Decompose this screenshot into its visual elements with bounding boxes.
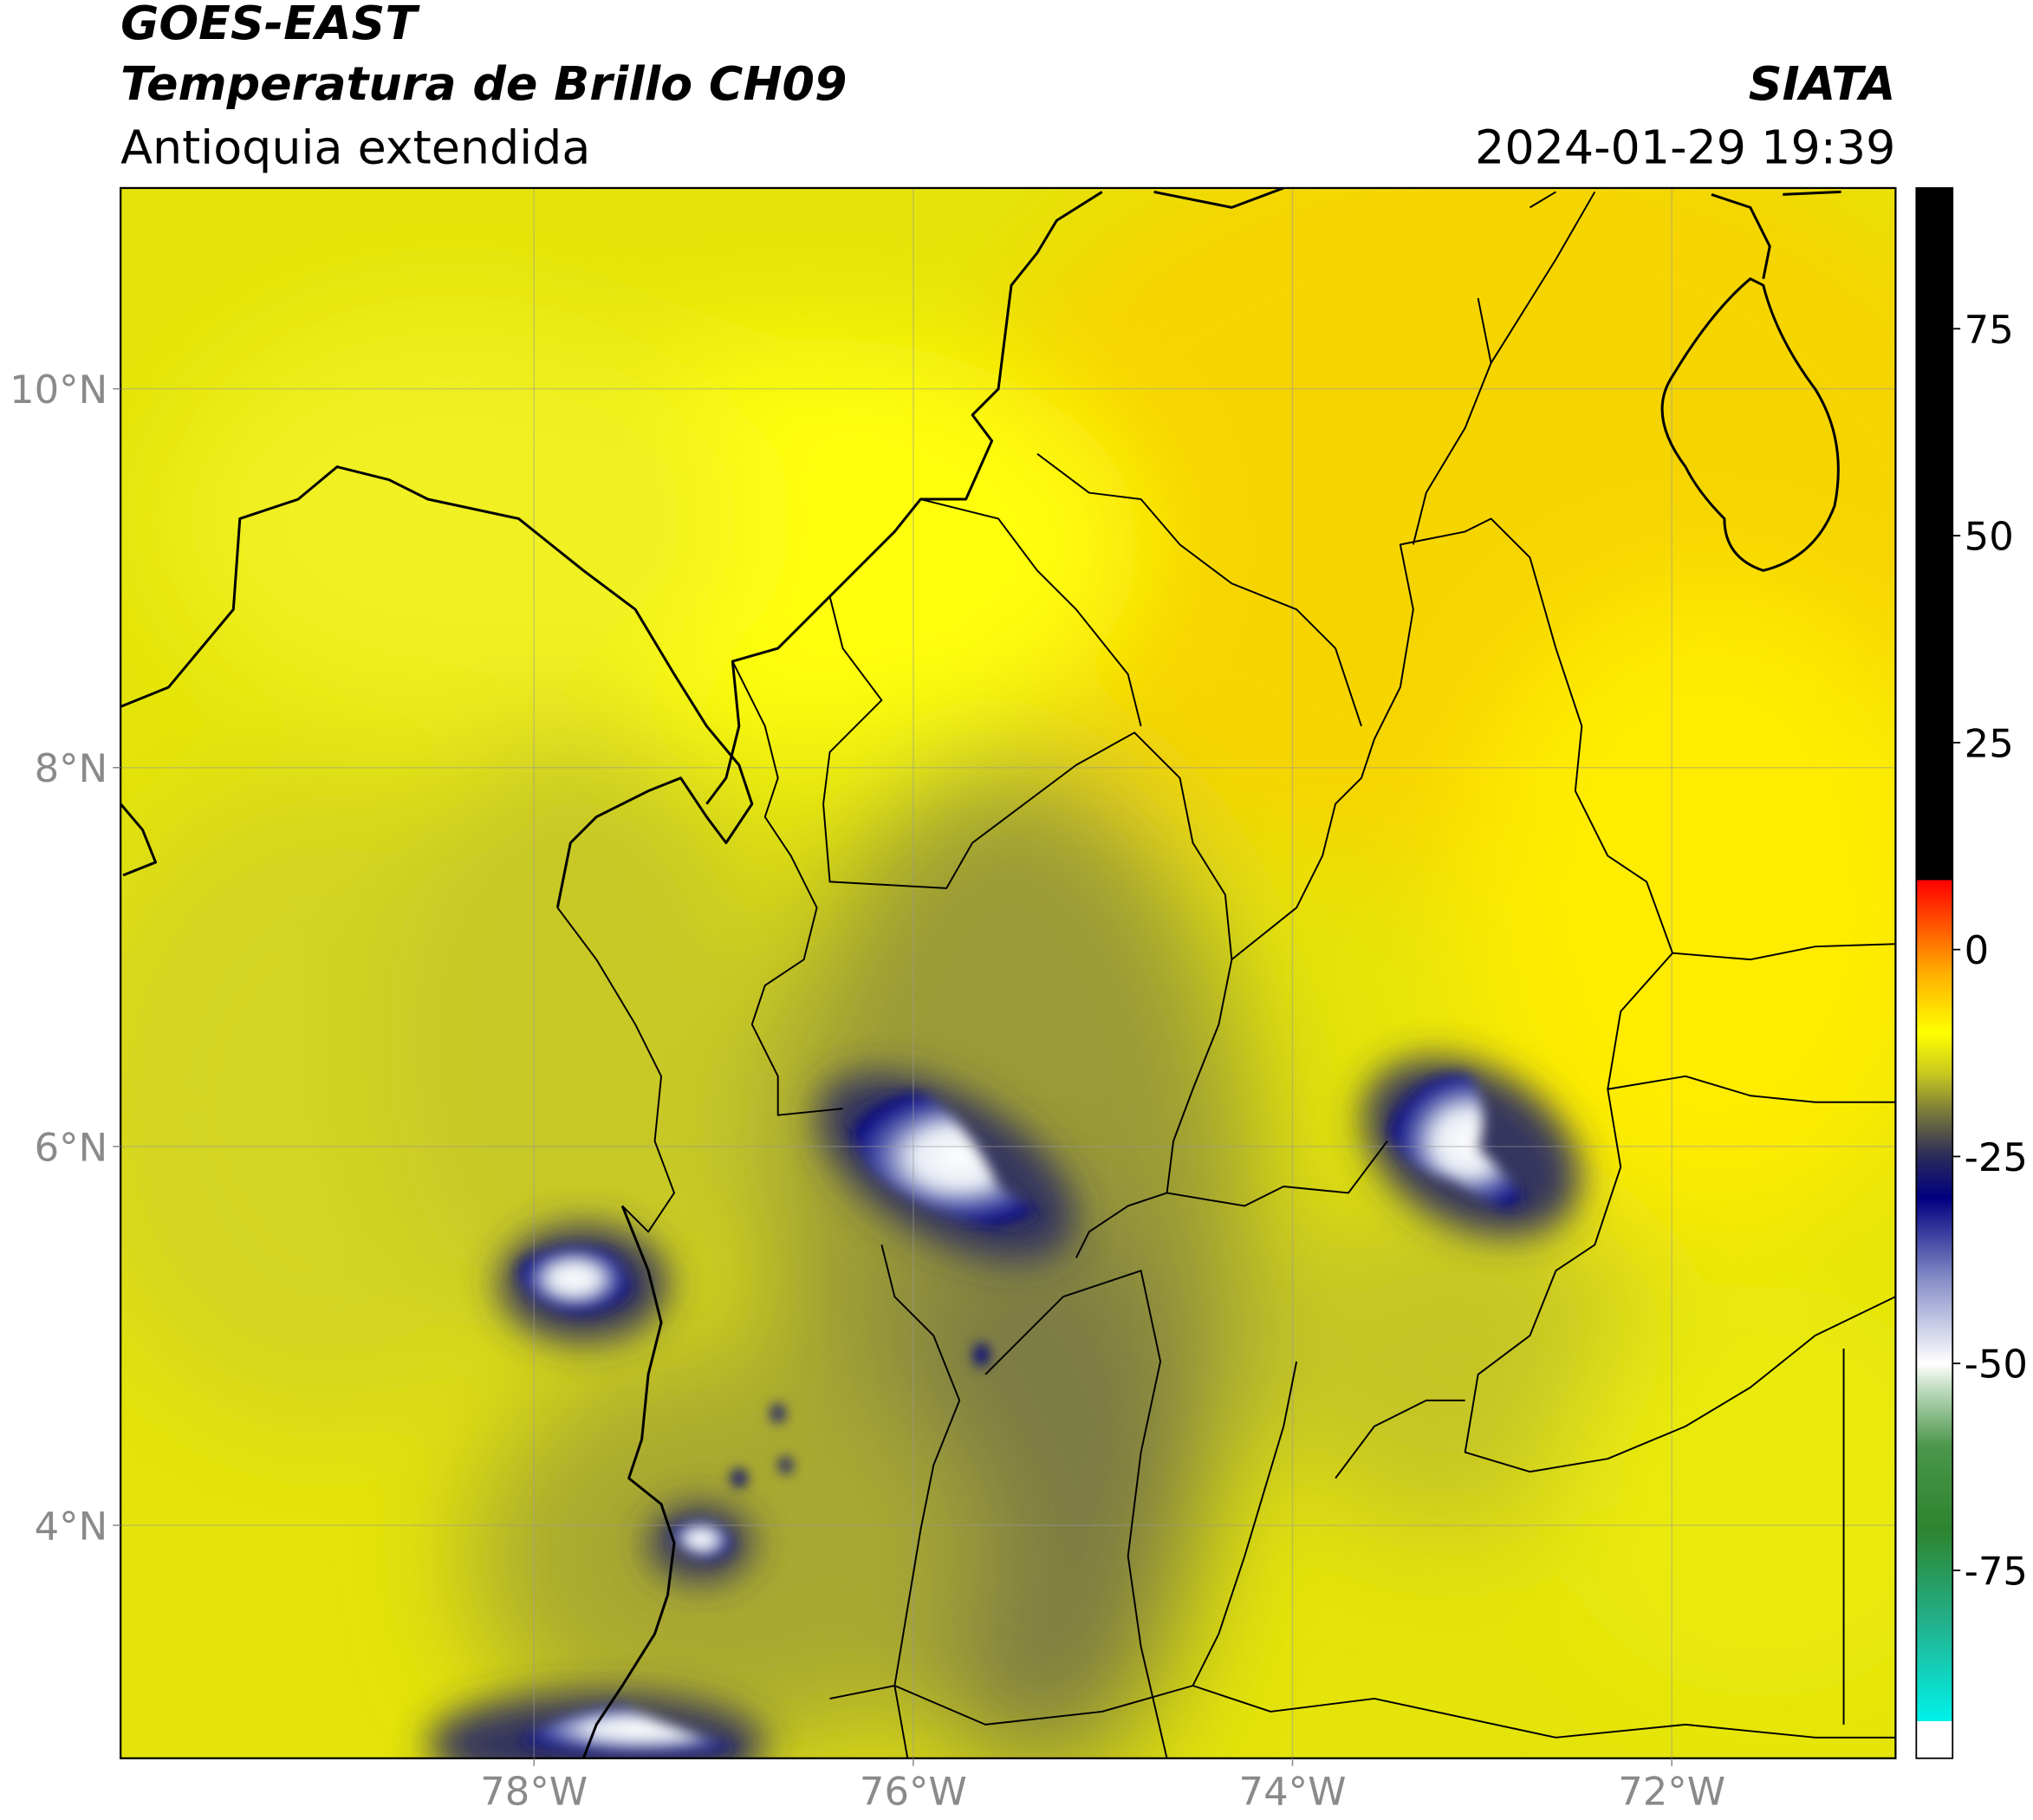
- colorbar-tick-label: 25: [1965, 720, 2014, 766]
- colorbar-tick-label: 0: [1965, 927, 1990, 973]
- colorbar-tick-label: 50: [1965, 514, 2014, 560]
- timestamp: 2024-01-29 19:39: [1475, 120, 1895, 175]
- subtitle: Temperatura de Brillo CH09: [120, 56, 847, 111]
- border: [556, 907, 675, 1233]
- colorbar-tick-label: -50: [1965, 1342, 2028, 1388]
- y-tick-label: 8°N: [35, 745, 108, 791]
- map-frame: [120, 186, 1897, 1759]
- field-shading: [120, 187, 1896, 1758]
- colorbar-tick-label: -75: [1965, 1548, 2028, 1594]
- border: [1075, 959, 1388, 1258]
- x-tick-label: 72°W: [1618, 1769, 1725, 1815]
- coastline: [1660, 277, 1840, 572]
- border: [822, 595, 1375, 961]
- border: [1374, 517, 1896, 961]
- grid: [120, 187, 1896, 1758]
- coastline: [1711, 190, 1841, 279]
- border: [920, 452, 1362, 727]
- y-tick-label: 10°N: [10, 367, 107, 413]
- borders: [556, 191, 1896, 1758]
- x-tick-label: 78°W: [480, 1769, 588, 1815]
- colorbar-tick-label: -25: [1965, 1134, 2028, 1180]
- border: [880, 1245, 1168, 1758]
- coastline: [705, 191, 1103, 805]
- x-tick-label: 76°W: [860, 1769, 967, 1815]
- title: GOES-EAST: [120, 0, 420, 50]
- colorbar-tick-label: 75: [1965, 307, 2014, 353]
- coastline: [1153, 187, 1284, 209]
- region: Antioquia extendida: [120, 120, 590, 175]
- border: [1192, 1348, 1845, 1725]
- border: [1412, 191, 1596, 545]
- coastlines: [120, 187, 1841, 1758]
- border: [731, 660, 843, 1116]
- coastline: [120, 803, 676, 1758]
- coastline: [120, 465, 754, 908]
- border: [829, 1685, 1896, 1739]
- axes: 78°W 76°W 74°W 72°W 4°N 6°N 8°N 10°N -75 -50 -25 0 2…: [10, 307, 2028, 1815]
- border: [1464, 952, 1896, 1473]
- colorbar: [1915, 187, 1954, 1759]
- y-tick-label: 6°N: [35, 1124, 108, 1170]
- source: SIATA: [1749, 56, 1896, 111]
- x-tick-label: 74°W: [1239, 1769, 1347, 1815]
- y-tick-label: 4°N: [35, 1503, 108, 1549]
- storms: [427, 1058, 1581, 1758]
- map-field: [120, 187, 1896, 1758]
